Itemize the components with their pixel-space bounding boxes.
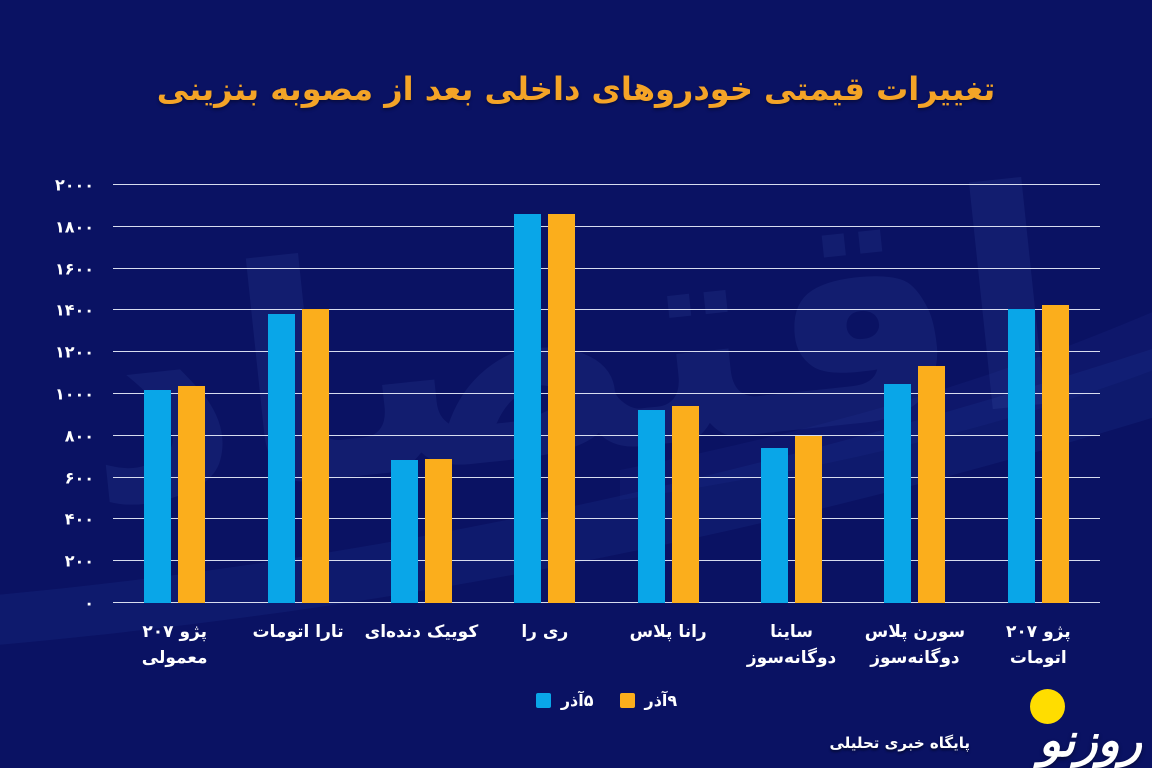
x-axis: پژو ۲۰۷ اتومات سورن پلاس دوگانه‌سوز ساینا … (113, 620, 1100, 671)
bar-۵آذر (884, 383, 912, 603)
y-tick-label: ۲۰۰ (64, 551, 94, 571)
publisher-logo: روزنو (974, 686, 1146, 766)
legend: ۵آذر ۹آذر (113, 691, 1100, 710)
bar-۵آذر (144, 389, 172, 603)
gridline (113, 560, 1100, 562)
bar-۹آذر (301, 309, 329, 603)
bar-group (113, 185, 236, 603)
gridline (113, 602, 1100, 603)
bar-group (853, 185, 976, 603)
bars-row (113, 185, 1100, 603)
logo-wordmark: روزنو (1038, 713, 1142, 768)
bar-۵آذر (390, 459, 418, 603)
bar-group (730, 185, 853, 603)
legend-swatch (535, 693, 551, 708)
y-tick-label: ۱۴۰۰ (54, 300, 94, 320)
x-category-label: تارا اتومات (252, 622, 344, 642)
gridline (113, 476, 1100, 478)
bar-۹آذر (795, 435, 823, 603)
y-axis: ۲۰۰۰ ۱۸۰۰ ۱۶۰۰ ۱۴۰۰ ۱۲۰۰ ۱۰۰۰ ۸۰۰ ۶۰۰ ۴۰۰ ۲۰۰ ۰ (28, 176, 104, 613)
y-tick-label: ۱۲۰۰ (54, 342, 94, 362)
bar-۵آذر (514, 214, 542, 603)
y-tick-label: ۶۰۰ (64, 468, 94, 488)
y-tick-label: ۱۶۰۰ (54, 259, 94, 279)
bar-group (360, 185, 483, 603)
bar-۹آذر (918, 365, 946, 603)
bar-۵آذر (1007, 309, 1035, 603)
x-category-label: ری را (521, 622, 569, 642)
y-tick-label: ۲۰۰۰ (54, 175, 94, 195)
bar-۹آذر (178, 385, 206, 603)
y-tick-label: ۴۰۰ (64, 509, 94, 529)
x-category-label: کوییک دنده‌ای (364, 622, 479, 642)
gridline (113, 434, 1100, 436)
gridline (113, 225, 1100, 227)
gridline (113, 309, 1100, 311)
legend-swatch (619, 693, 635, 708)
legend-entry: ۵آذر (535, 691, 594, 710)
bar-۵آذر (761, 448, 789, 603)
bar-group (607, 185, 730, 603)
y-tick-label: ۱۰۰۰ (54, 384, 94, 404)
bar-۹آذر (424, 458, 452, 603)
bar-۹آذر (548, 214, 576, 603)
bar-۹آذر (1041, 305, 1069, 603)
publisher-tagline: پایگاه خبری تحلیلی (829, 734, 970, 752)
bar-group (977, 185, 1100, 603)
x-category-label: پژو ۲۰۷ معمولی (141, 622, 208, 668)
plot-area (113, 184, 1100, 603)
gridline (113, 267, 1100, 269)
legend-entry: ۹آذر (619, 691, 678, 710)
bar-group (236, 185, 359, 603)
y-tick-label: ۱۸۰۰ (54, 217, 94, 237)
bar-group (483, 185, 606, 603)
x-category-label: رانا پلاس (629, 622, 707, 642)
bar-۹آذر (671, 405, 699, 603)
x-category-label: سورن پلاس دوگانه‌سوز (864, 622, 966, 668)
bar-۵آذر (267, 313, 295, 603)
x-category-label: پژو ۲۰۷ اتومات (1006, 622, 1071, 668)
gridline (113, 393, 1100, 394)
gridline (113, 184, 1100, 185)
x-category-label: ساینا دوگانه‌سوز (746, 622, 837, 668)
bar-۵آذر (637, 409, 665, 603)
gridline (113, 351, 1100, 353)
legend-label: ۹آذر (644, 691, 678, 710)
chart-title: تغییرات قیمتی خودروهای داخلی بعد از مصوب… (156, 70, 996, 108)
gridline (113, 518, 1100, 520)
logo-sun-icon (1030, 689, 1065, 724)
y-tick-label: ۰ (84, 593, 94, 613)
legend-label: ۵آذر (560, 691, 594, 710)
y-tick-label: ۸۰۰ (64, 426, 94, 446)
